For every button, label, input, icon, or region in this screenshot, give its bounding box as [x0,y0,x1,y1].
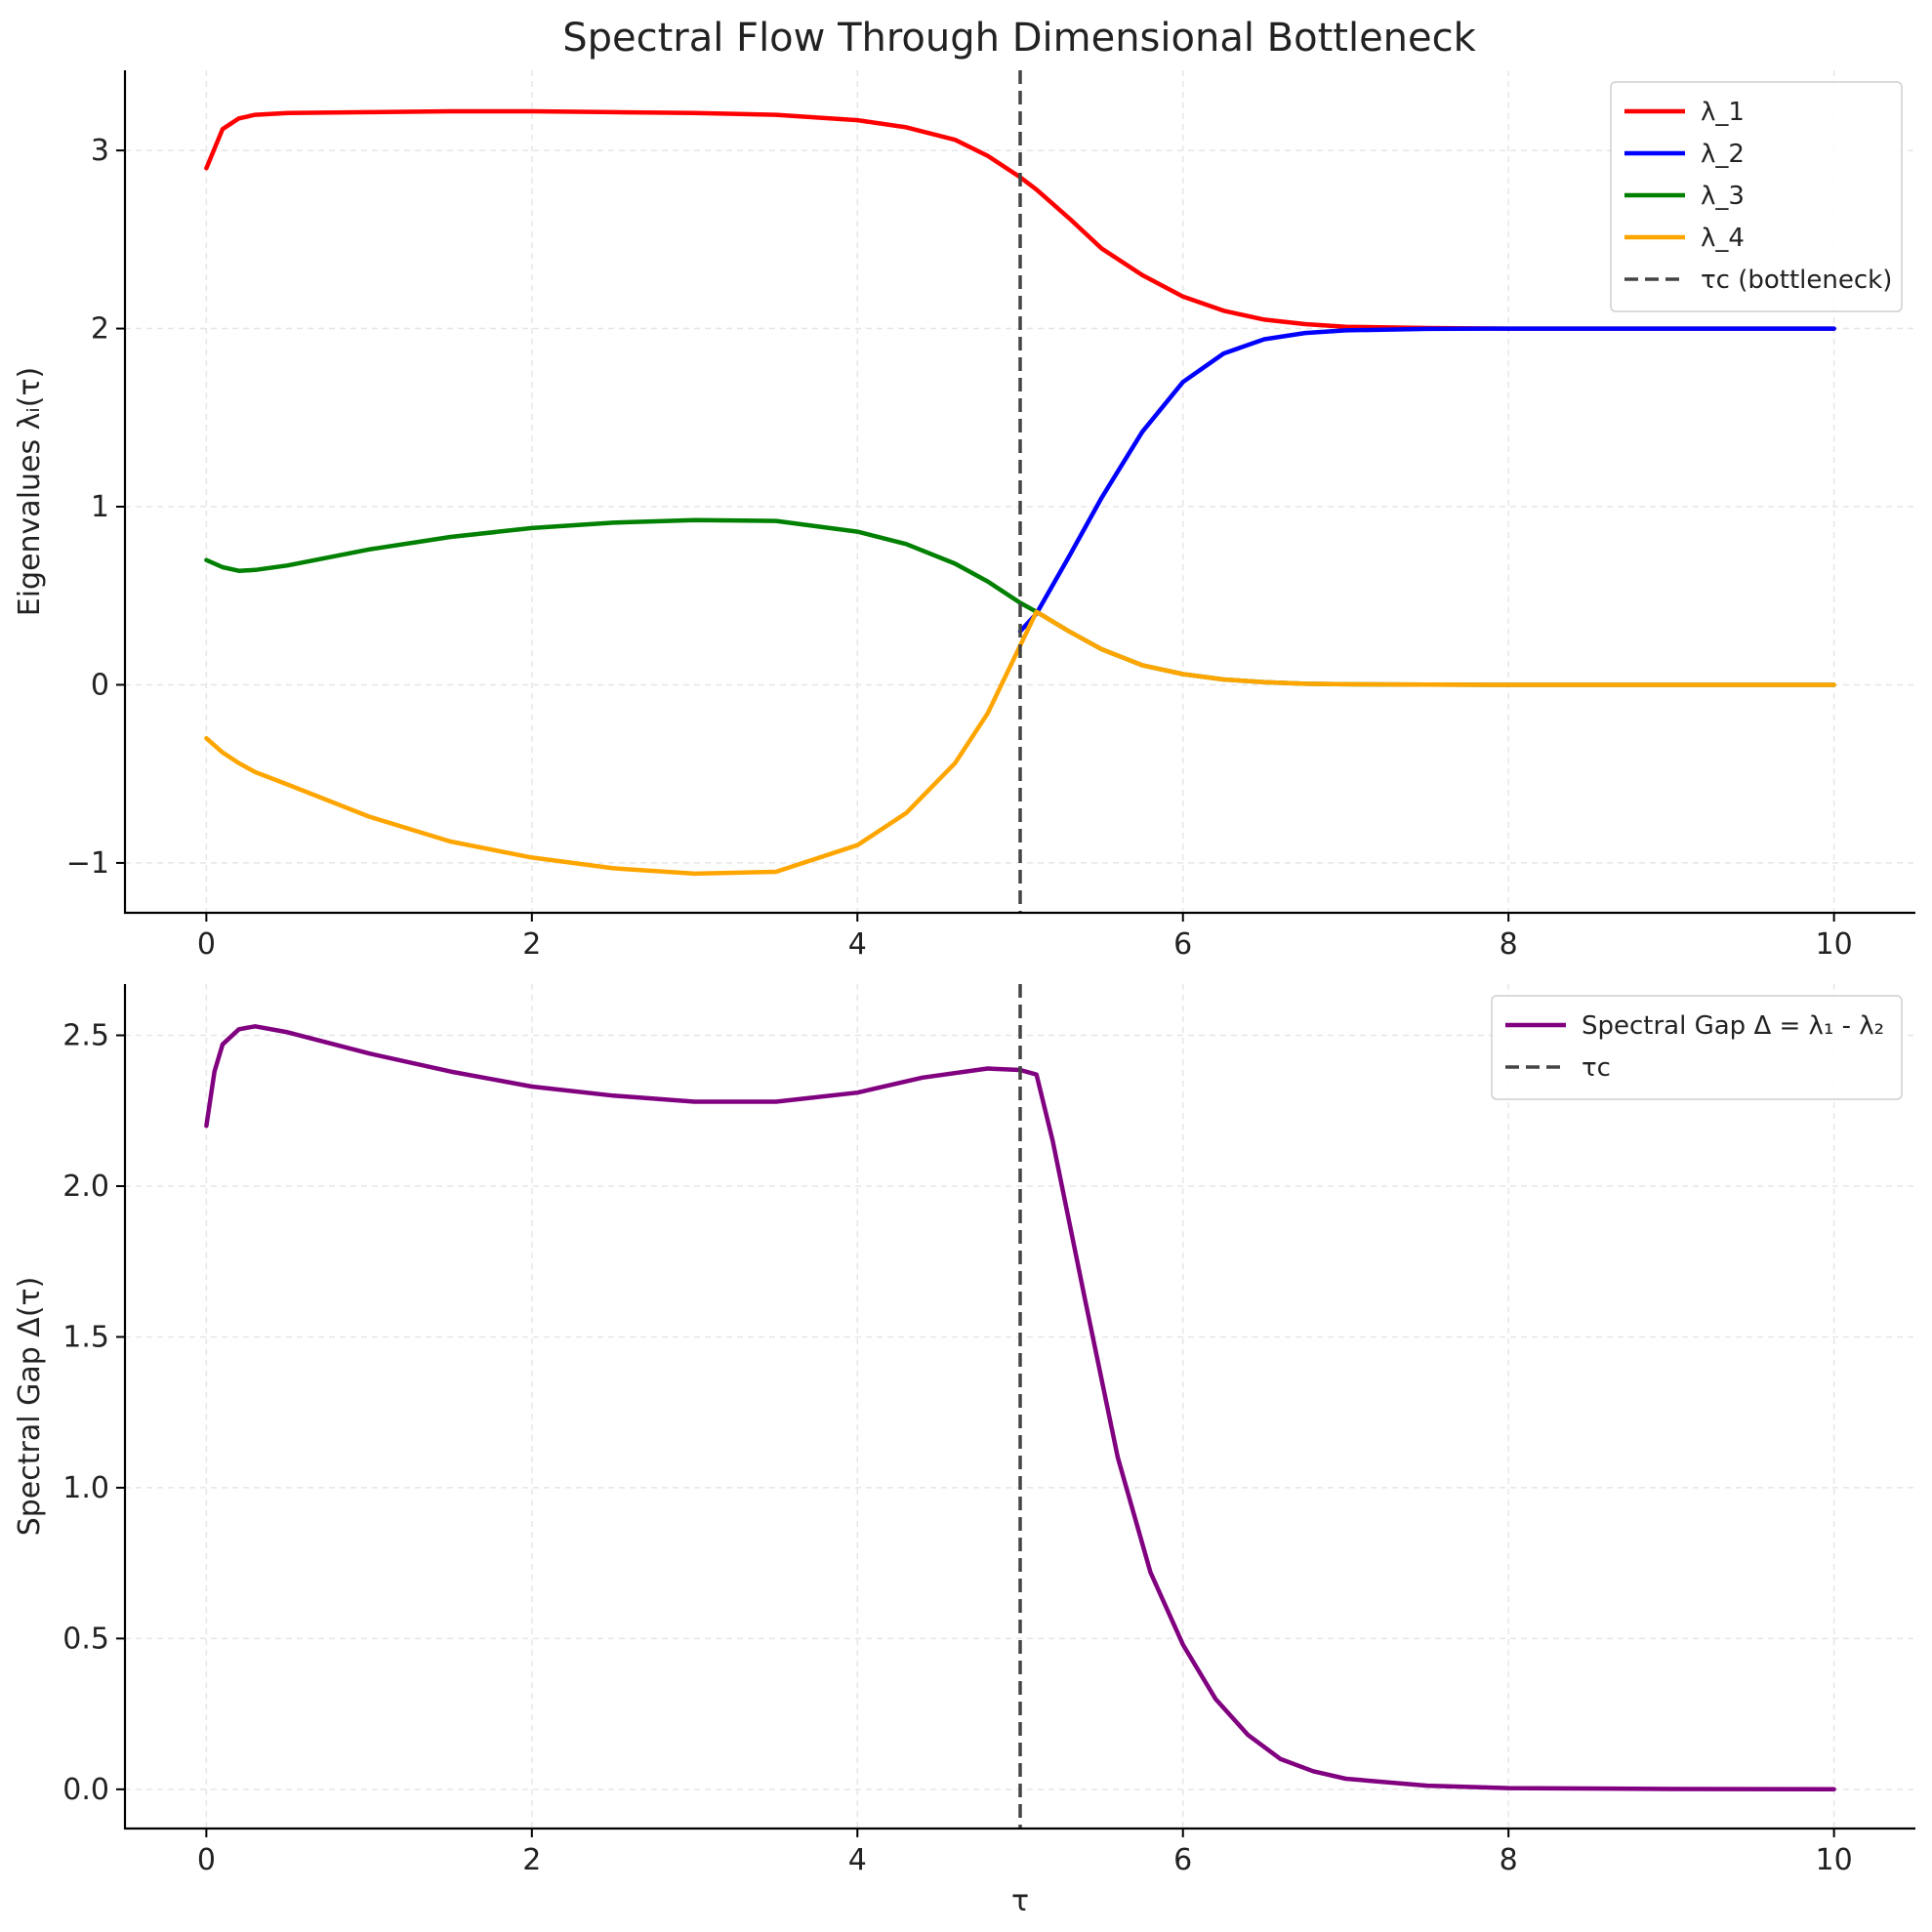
x-tick-label: 0 [197,1843,216,1877]
y-axis-label: Eigenvalues λᵢ(τ) [13,367,47,617]
x-tick-label: 8 [1500,927,1518,962]
series-line-1 [204,108,1836,331]
x-tick-label: 10 [1816,1843,1853,1877]
y-tick-label: 1.0 [62,1471,109,1505]
spectral-gap-panel: 0 2 4 6 8 10 0.0 0.5 1.0 1.5 2.0 2.5 Spectral Gap Δ(… [13,984,1915,1918]
x-axis-label: τ [1011,1884,1029,1918]
legend-label-bottleneck: τc [1582,1053,1611,1083]
y-tick-label: 2.5 [62,1019,109,1053]
y-axis-label: Spectral Gap Δ(τ) [13,1277,47,1537]
x-tick-label: 4 [848,1843,867,1877]
y-tick-label: 0 [91,668,109,702]
y-tick-label: 2 [91,312,109,347]
x-tick-label: 4 [848,927,867,962]
x-tick-label: 8 [1500,1843,1518,1877]
axes-spine [123,70,1915,915]
x-tick-label: 2 [522,927,541,962]
legend-label-4: λ_4 [1701,224,1745,253]
y-tick-label: 0.0 [62,1773,109,1807]
y-tick-label: −1 [66,846,109,881]
legend-label-1: Spectral Gap Δ = λ₁ - λ₂ [1582,1011,1884,1041]
legend-frame [1610,81,1903,312]
figure-title: Spectral Flow Through Dimensional Bottle… [562,16,1476,61]
axes-spine [123,984,1915,1830]
x-tick-label: 6 [1173,1843,1192,1877]
legend-label-3: λ_3 [1701,182,1745,211]
y-tick-label: 1 [91,490,109,524]
legend: λ_1 λ_2 λ_3 λ_4 τc (bottleneck) [1610,81,1903,312]
legend-label-bottleneck: τc (bottleneck) [1701,266,1892,295]
series-line-4 [204,609,1836,877]
series-line-2 [1017,326,1836,634]
legend-frame [1491,995,1903,1100]
x-tick-label: 2 [522,1843,541,1877]
y-tick-label: 2.0 [62,1170,109,1204]
legend: Spectral Gap Δ = λ₁ - λ₂ τc [1491,995,1903,1100]
y-tick-label: 0.5 [62,1622,109,1656]
x-tick-label: 0 [197,927,216,962]
y-tick-label: 1.5 [62,1320,109,1354]
y-tick-label: 3 [91,134,109,168]
legend-label-1: λ_1 [1701,98,1745,127]
x-tick-label: 6 [1173,927,1192,962]
legend-label-2: λ_2 [1701,140,1745,169]
x-tick-label: 10 [1816,927,1853,962]
